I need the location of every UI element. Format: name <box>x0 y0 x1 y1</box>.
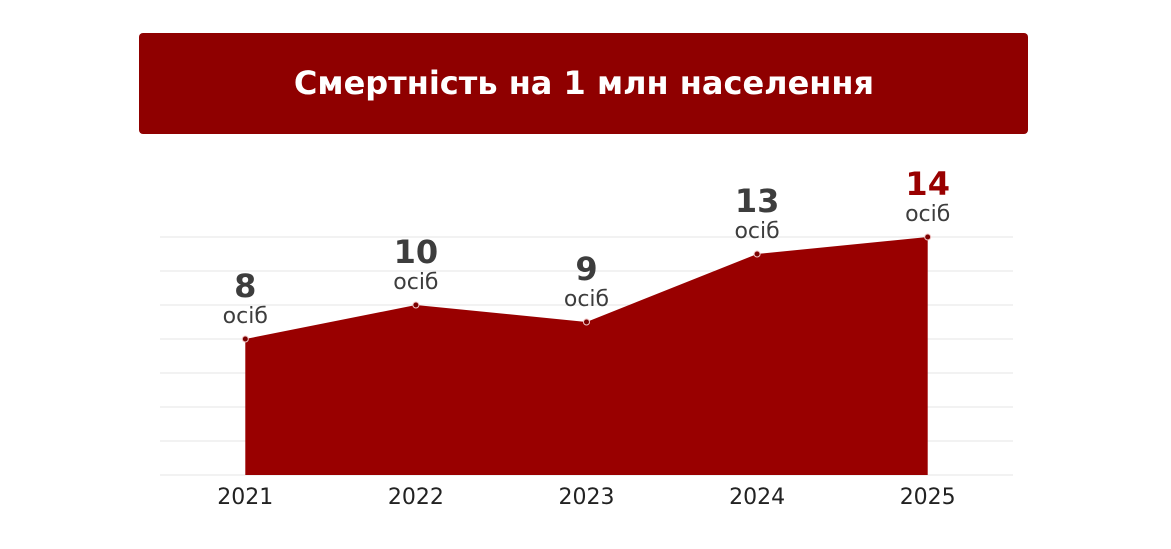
chart-title: Смертність на 1 млн населення <box>294 64 874 102</box>
x-tick-label: 2022 <box>388 485 444 510</box>
value-unit: осіб <box>393 270 438 295</box>
value-unit: осіб <box>734 219 779 244</box>
value-unit: осіб <box>564 287 609 312</box>
value-label: 8 <box>234 267 256 305</box>
value-label: 9 <box>575 250 597 288</box>
value-label: 13 <box>735 182 780 220</box>
value-label: 14 <box>905 165 950 203</box>
data-point <box>241 335 249 343</box>
area <box>245 237 928 475</box>
x-tick-label: 2021 <box>217 485 273 510</box>
value-unit: осіб <box>223 304 268 329</box>
data-point <box>583 318 590 326</box>
data-point <box>412 301 420 309</box>
x-tick-label: 2023 <box>559 485 615 510</box>
x-tick-label: 2025 <box>900 485 956 510</box>
data-point <box>924 233 932 241</box>
value-unit: осіб <box>905 202 950 227</box>
x-tick-label: 2024 <box>729 485 785 510</box>
title-banner <box>139 33 1028 134</box>
value-label: 10 <box>394 233 439 271</box>
data-point <box>753 250 761 258</box>
